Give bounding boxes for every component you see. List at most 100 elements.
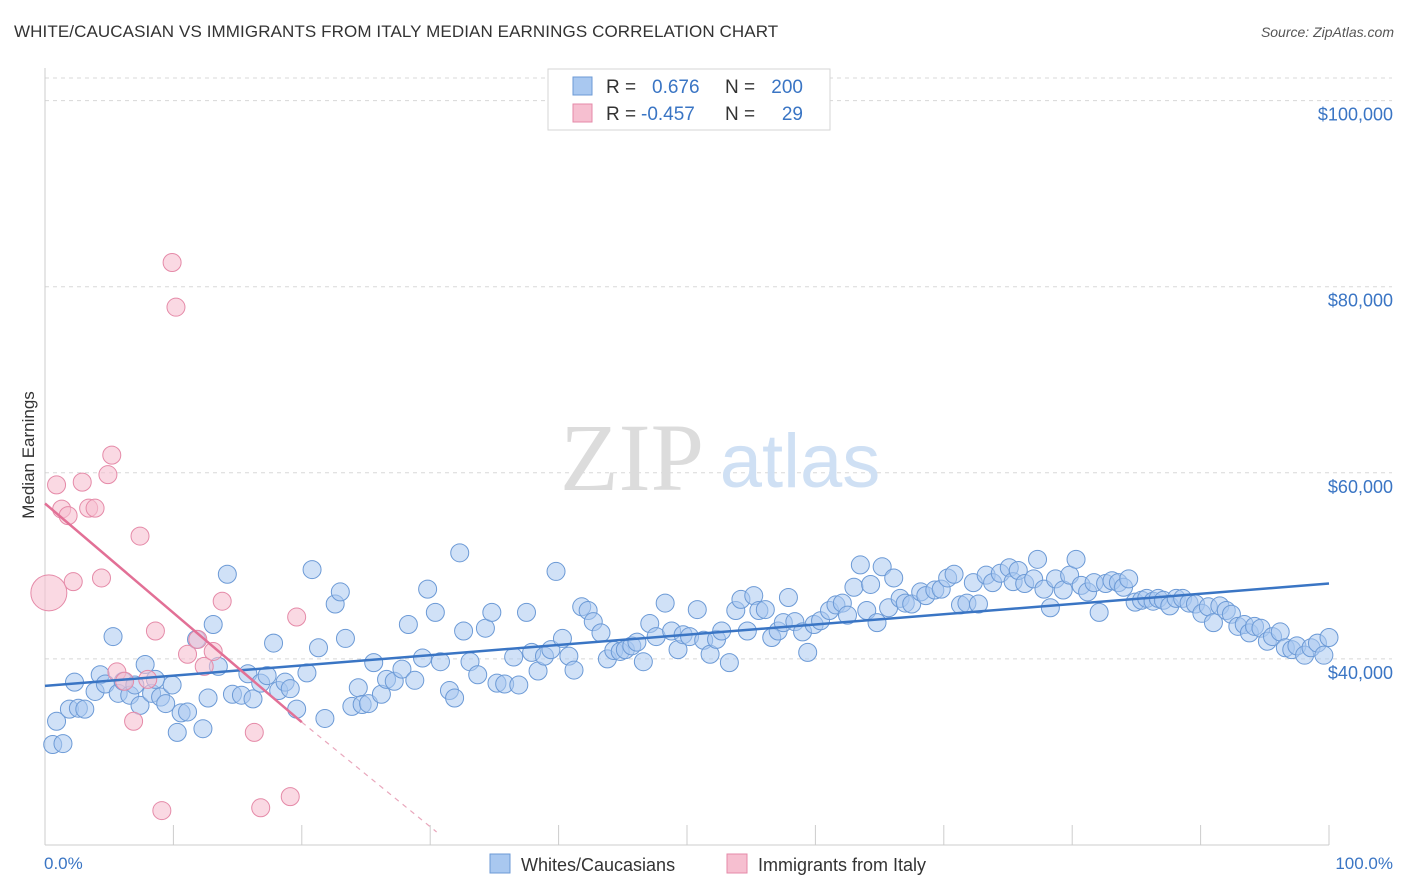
y-tick-label: $60,000 <box>1328 477 1393 497</box>
x-tick-label-0: 0.0% <box>44 854 83 873</box>
point-whites <box>1089 602 1109 622</box>
bottom-legend-swatch-whites <box>489 853 511 874</box>
point-whites <box>1028 549 1048 569</box>
point-whites <box>335 628 355 648</box>
legend-n-label-2: N = <box>725 104 755 125</box>
point-italy <box>251 798 271 818</box>
source-credit: Source: ZipAtlas.com <box>1260 24 1394 40</box>
point-whites <box>308 638 328 658</box>
point-italy <box>152 801 172 821</box>
point-whites <box>167 722 187 742</box>
point-whites <box>53 734 73 754</box>
point-whites <box>861 574 881 594</box>
point-whites <box>1314 645 1334 665</box>
point-whites <box>872 557 892 577</box>
point-whites <box>1119 569 1139 589</box>
trend-line-whites <box>44 582 1330 688</box>
point-whites <box>546 561 566 581</box>
point-whites <box>103 627 123 647</box>
point-whites <box>425 602 445 622</box>
point-whites <box>633 652 653 672</box>
point-italy <box>91 568 111 588</box>
point-italy <box>102 445 122 465</box>
point-italy <box>188 629 208 649</box>
chart-title: WHITE/CAUCASIAN VS IMMIGRANTS FROM ITALY… <box>14 22 779 41</box>
y-tick-label: $80,000 <box>1328 291 1393 311</box>
point-italy <box>166 297 186 317</box>
point-whites <box>330 582 350 602</box>
point-whites <box>302 560 322 580</box>
point-whites <box>1270 622 1290 642</box>
point-italy <box>203 641 223 661</box>
point-whites <box>1040 598 1060 618</box>
point-whites <box>719 653 739 673</box>
point-italy <box>130 526 150 546</box>
point-whites <box>844 577 864 597</box>
point-italy <box>212 591 232 611</box>
point-whites <box>364 653 384 673</box>
watermark-zip: ZIP <box>560 404 704 511</box>
point-whites <box>884 568 904 588</box>
point-whites <box>217 564 237 584</box>
point-whites <box>193 719 213 739</box>
point-whites <box>944 564 964 584</box>
point-whites <box>450 543 470 563</box>
stats-legend: R = 0.676 N = 200 R = -0.457 N = 29 <box>547 68 831 131</box>
point-whites <box>162 675 182 695</box>
y-axis-title: Median Earnings <box>19 391 38 519</box>
point-whites <box>655 593 675 613</box>
point-whites <box>412 648 432 668</box>
legend-n-value-1: 200 <box>771 77 803 98</box>
point-whites <box>504 647 524 667</box>
legend-n-label-1: N = <box>725 77 755 98</box>
point-italy <box>72 472 92 492</box>
trend-lines <box>44 502 1330 833</box>
point-italy <box>98 465 118 485</box>
point-whites <box>156 694 176 714</box>
point-whites <box>591 623 611 643</box>
point-whites <box>287 699 307 719</box>
legend-r-label-1: R = <box>606 77 636 98</box>
point-whites <box>198 688 218 708</box>
point-whites <box>257 666 277 686</box>
point-whites <box>264 633 284 653</box>
grid-lines <box>45 77 1392 660</box>
point-whites <box>454 621 474 641</box>
y-tick-labels: $40,000 $60,000 $80,000 $100,000 <box>1318 105 1393 683</box>
point-whites <box>564 660 584 680</box>
point-whites <box>1066 549 1086 569</box>
point-whites <box>445 688 465 708</box>
point-italy <box>287 607 307 627</box>
watermark-atlas: atlas <box>720 419 881 504</box>
point-whites <box>359 694 379 714</box>
legend-box <box>547 68 831 131</box>
point-whites <box>348 678 368 698</box>
point-whites <box>75 699 95 719</box>
point-whites <box>405 670 425 690</box>
legend-n-value-2: 29 <box>782 104 803 125</box>
point-whites <box>482 602 502 622</box>
point-whites <box>517 602 536 622</box>
bottom-legend-label-whites: Whites/Caucasians <box>521 855 675 875</box>
series-legend: Whites/Caucasians Immigrants from Italy <box>489 853 926 875</box>
point-italy <box>124 711 144 731</box>
trend-line-italy <box>44 502 303 724</box>
point-whites <box>687 600 707 620</box>
series-italy-points <box>30 253 307 821</box>
point-whites <box>838 605 857 625</box>
bottom-legend-swatch-italy <box>726 853 748 874</box>
point-whites <box>430 652 450 672</box>
point-whites <box>475 618 495 638</box>
point-whites <box>315 708 335 728</box>
point-whites <box>47 711 67 731</box>
point-whites <box>398 614 418 634</box>
legend-swatch-pink <box>572 103 593 123</box>
point-whites <box>418 579 438 599</box>
point-whites <box>178 702 198 722</box>
point-italy <box>85 498 105 518</box>
zipatlas-watermark: ZIP atlas <box>560 404 880 511</box>
point-italy <box>145 621 165 641</box>
legend-r-label-2: R = <box>606 104 636 125</box>
point-italy <box>280 787 300 807</box>
